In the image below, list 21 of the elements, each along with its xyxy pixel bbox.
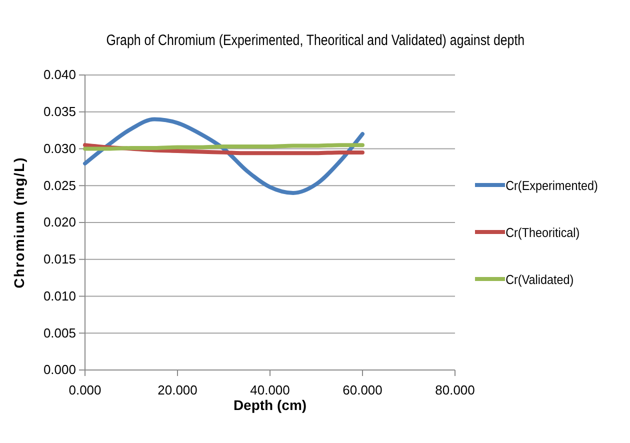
x-tick-label: 80.000 (435, 382, 475, 398)
y-tick-label: 0.025 (43, 178, 76, 193)
x-tick-label: 20.000 (158, 382, 198, 398)
line-series (83, 117, 364, 195)
y-tick-label: 0.020 (43, 214, 76, 230)
y-axis-title: Chromium (mg/L) (11, 156, 27, 288)
y-tick-label: 0.005 (43, 325, 76, 340)
x-tick-label: 0.000 (68, 382, 102, 398)
legend-label: Cr(Experimented) (506, 178, 598, 194)
legend-label: Cr(Theoritical) (506, 225, 580, 240)
y-tick-label: 0.040 (43, 67, 76, 82)
chart-title: Graph of Chromium (Experimented, Theoritical and Validated) against depth (106, 32, 525, 48)
y-tick-label: 0.000 (43, 362, 76, 378)
x-tick-label: 60.000 (342, 382, 382, 398)
y-tick-label: 0.015 (43, 252, 76, 267)
y-tick-label: 0.030 (43, 140, 76, 156)
legend-label: Cr(Validated) (506, 272, 574, 288)
y-tick-label: 0.010 (43, 288, 76, 304)
y-tick-label: 0.035 (43, 104, 76, 120)
x-tick-label: 40.000 (250, 382, 290, 398)
x-axis-title: Depth (cm) (233, 397, 307, 413)
